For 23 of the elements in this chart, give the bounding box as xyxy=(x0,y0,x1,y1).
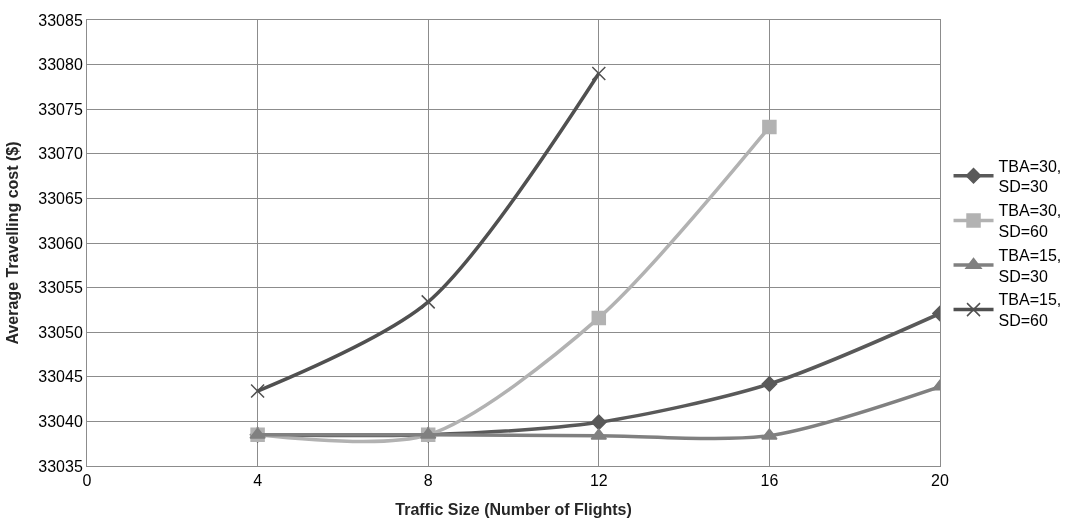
y-axis-title: Average Travelling cost ($) xyxy=(4,141,22,345)
y-tick-label: 33070 xyxy=(38,145,83,163)
y-tick-label: 33050 xyxy=(38,323,83,341)
y-tick-label: 33040 xyxy=(38,413,83,430)
y-tick-label: 33065 xyxy=(38,190,83,207)
x-tick-label: 8 xyxy=(423,472,433,490)
x-tick-label: 16 xyxy=(760,472,779,490)
y-tick-label: 33085 xyxy=(38,11,83,29)
y-tick-label: 33080 xyxy=(38,56,83,74)
y-tick-label: 33060 xyxy=(38,234,83,252)
y-tick-label: 33045 xyxy=(38,368,83,386)
y-tick-label: 33075 xyxy=(38,100,83,118)
legend-label: TBA=15, SD=30 xyxy=(998,246,1062,285)
x-tick-label: 0 xyxy=(82,472,92,490)
legend-label: TBA=30, SD=30 xyxy=(998,157,1062,196)
y-tick-label: 33055 xyxy=(38,279,83,297)
y-tick-label: 33035 xyxy=(38,457,83,475)
legend-label: TBA=30, SD=60 xyxy=(998,202,1062,241)
x-tick-label: 4 xyxy=(253,472,263,490)
legend-label: TBA=15, SD=60 xyxy=(998,291,1062,330)
x-tick-label: 12 xyxy=(589,472,608,490)
x-axis-title: Traffic Size (Number of Flights) xyxy=(395,500,632,518)
x-tick-label: 20 xyxy=(931,472,949,490)
